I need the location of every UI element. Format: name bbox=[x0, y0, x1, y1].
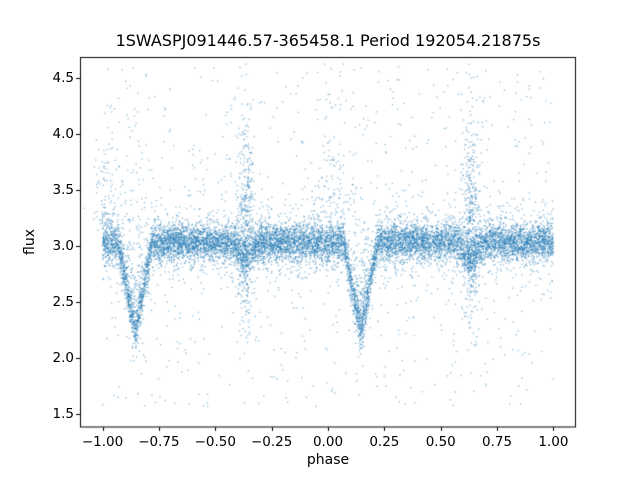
y-tick-label: 3.5 bbox=[52, 181, 74, 198]
x-tick-label: 0.25 bbox=[369, 434, 400, 450]
y-axis-label: flux bbox=[22, 229, 38, 255]
x-tick-label: −0.50 bbox=[194, 434, 236, 450]
x-tick-label: 0.00 bbox=[312, 434, 344, 450]
y-tick-label: 1.5 bbox=[52, 405, 74, 422]
x-tick-label: 0.50 bbox=[425, 434, 456, 450]
x-axis-label: phase bbox=[306, 452, 350, 468]
x-tick-label: 0.75 bbox=[482, 434, 513, 450]
x-tick-label: −0.25 bbox=[250, 434, 293, 450]
y-tick-label: 2.0 bbox=[52, 349, 74, 366]
x-tick-label: −1.00 bbox=[81, 434, 124, 450]
y-tick-label: 2.5 bbox=[52, 293, 74, 310]
chart-title: 1SWASPJ091446.57-365458.1 Period 192054.… bbox=[115, 31, 541, 50]
y-tick-label: 3.0 bbox=[52, 237, 74, 254]
y-tick-label: 4.0 bbox=[52, 125, 74, 142]
y-tick-label: 4.5 bbox=[52, 69, 74, 86]
x-tick-label: −0.75 bbox=[138, 434, 180, 450]
x-tick-label: 1.00 bbox=[538, 434, 569, 450]
